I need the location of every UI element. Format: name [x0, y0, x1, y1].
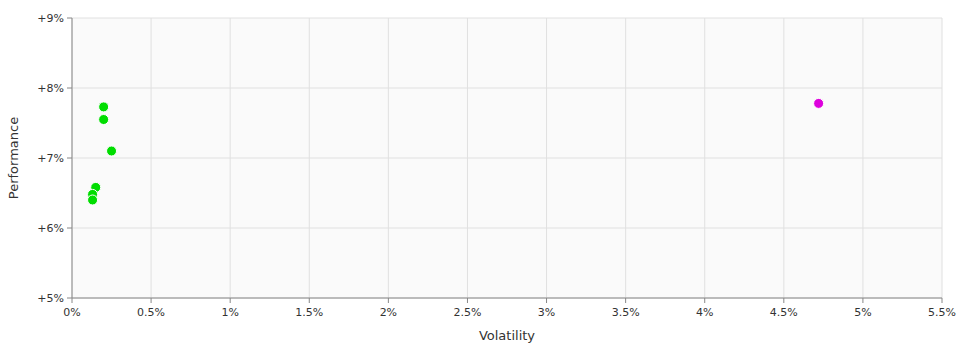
- y-tick-label: +8%: [37, 82, 64, 95]
- x-tick: [388, 298, 389, 303]
- chart-svg: 0% 0.5% 1% 1.5% 2% 2.5% 3% 3.5% 4% 4.5% 5% 5.5% +5% +…: [0, 0, 966, 350]
- x-tick-label: 1.5%: [295, 306, 323, 319]
- x-tick: [151, 298, 152, 303]
- x-tick-label: 1%: [221, 306, 238, 319]
- x-tick-label: 5%: [854, 306, 871, 319]
- x-tick: [467, 298, 468, 303]
- scatter-point: [99, 115, 109, 125]
- y-grid-line: [72, 18, 942, 19]
- x-tick-label: 0%: [63, 306, 80, 319]
- x-tick-label: 0.5%: [137, 306, 165, 319]
- y-tick-label: +9%: [37, 12, 64, 25]
- y-tick: [67, 18, 72, 19]
- x-axis-label: Volatility: [479, 328, 535, 343]
- x-tick-label: 3.5%: [612, 306, 640, 319]
- x-tick-label: 4.5%: [770, 306, 798, 319]
- x-tick: [942, 298, 943, 303]
- y-tick: [67, 298, 72, 299]
- plot-background: [72, 18, 942, 298]
- x-tick-label: 2%: [380, 306, 397, 319]
- grid: [72, 18, 942, 298]
- x-tick: [72, 298, 73, 303]
- y-grid-line: [72, 298, 942, 299]
- scatter-point: [814, 98, 824, 108]
- x-tick-label: 5.5%: [928, 306, 956, 319]
- x-tick: [309, 298, 310, 303]
- scatter-point: [88, 195, 98, 205]
- x-tick: [230, 298, 231, 303]
- series: [88, 102, 117, 205]
- y-grid-line: [72, 228, 942, 229]
- axes: 0% 0.5% 1% 1.5% 2% 2.5% 3% 3.5% 4% 4.5% 5% 5.5% +5% +…: [37, 12, 956, 319]
- scatter-point: [99, 102, 109, 112]
- x-tick-label: 4%: [696, 306, 713, 319]
- y-axis-line: [72, 18, 73, 298]
- scatter-point: [107, 146, 117, 156]
- y-tick-label: +5%: [37, 292, 64, 305]
- x-tick-label: 3%: [538, 306, 555, 319]
- x-grid-line: [72, 18, 73, 298]
- x-tick: [862, 298, 863, 303]
- y-tick-label: +7%: [37, 152, 64, 165]
- y-tick: [67, 158, 72, 159]
- x-tick: [625, 298, 626, 303]
- chart-container: 0% 0.5% 1% 1.5% 2% 2.5% 3% 3.5% 4% 4.5% 5% 5.5% +5% +…: [0, 0, 966, 350]
- x-axis-line: [72, 298, 942, 299]
- y-axis-label: Performance: [6, 117, 21, 199]
- x-tick: [704, 298, 705, 303]
- x-tick-label: 2.5%: [453, 306, 481, 319]
- y-tick-label: +6%: [37, 222, 64, 235]
- x-tick: [783, 298, 784, 303]
- series: [814, 98, 824, 108]
- y-tick: [67, 88, 72, 89]
- data-points: [88, 98, 824, 205]
- y-grid-line: [72, 158, 942, 159]
- y-tick: [67, 228, 72, 229]
- x-tick: [546, 298, 547, 303]
- y-grid-line: [72, 88, 942, 89]
